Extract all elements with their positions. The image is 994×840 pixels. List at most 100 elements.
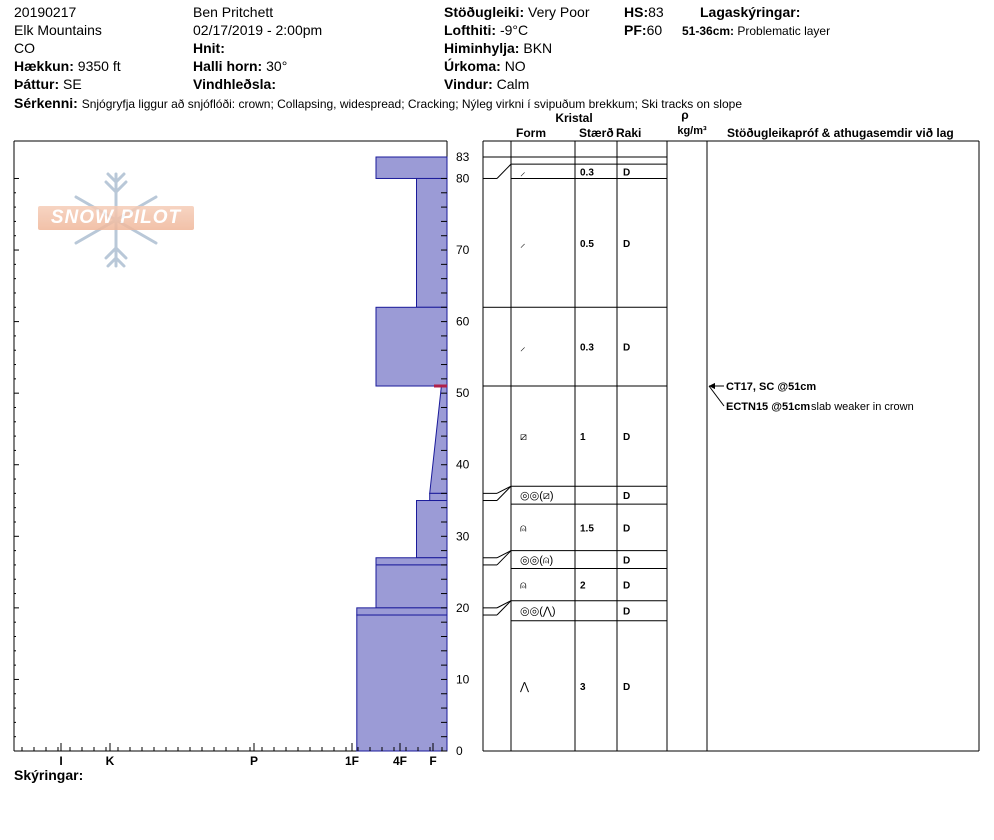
- depth-tick-label: 50: [456, 386, 470, 400]
- obs-date: 20190217: [14, 4, 77, 20]
- depth-tick-label: 30: [456, 529, 470, 543]
- moisture: D: [623, 607, 630, 618]
- moisture: D: [623, 581, 630, 592]
- depth-tick-label: 40: [456, 458, 470, 472]
- problem-layer-note: 51-36cm: Problematic layer: [682, 24, 831, 38]
- sky-cover: Himinhylja: BKN: [444, 40, 553, 56]
- hardness-layers: [356, 156, 448, 752]
- hardness-layer: [429, 385, 448, 494]
- coords: Hnit:: [193, 40, 225, 56]
- hardness-layer: [429, 492, 448, 502]
- grain-form: ◎◎(⍝): [520, 555, 553, 567]
- density-unit-header: kg/m³: [677, 125, 707, 137]
- hardness-layer: [356, 607, 448, 616]
- depth-tick-label: 70: [456, 243, 470, 257]
- snowpilot-logo: SNOW PILOT: [38, 206, 194, 230]
- depth-top-label: 83: [456, 150, 470, 164]
- crystal-header: Kristal: [555, 111, 592, 125]
- layer-rows: ⸝ 0.3 D ⸝ 0.5 D ⸝ 0.3 D ⧄ 1 D ◎◎(⧄) D ⍝ 1.5 D ◎◎(⍝) D ⍝ 2 D ◎◎…: [483, 156, 667, 752]
- grain-form: ⸝: [520, 166, 526, 178]
- state: CO: [14, 40, 35, 56]
- aspect: Þáttur: SE: [14, 76, 82, 92]
- moisture: D: [623, 167, 630, 178]
- size-header: Stærð: [579, 126, 614, 140]
- hardness-tick-label: F: [429, 754, 436, 768]
- moisture: D: [623, 491, 630, 502]
- test-pointer: [708, 385, 725, 407]
- moisture: D: [623, 523, 630, 534]
- depth-tick-label: 80: [456, 171, 470, 185]
- depth-connector: [496, 600, 512, 616]
- observer: Ben Pritchett: [193, 4, 274, 20]
- tests-header: Stöðugleikapróf & athugasemdir við lag: [727, 126, 954, 140]
- hardness-tick-label: P: [250, 754, 258, 768]
- hardness-layer: [375, 156, 448, 179]
- moisture: D: [623, 432, 630, 443]
- hardness-layer: [375, 557, 448, 566]
- hardness-axis: I K P 1F 4F F: [21, 743, 443, 768]
- grain-form: ⸝: [520, 238, 526, 250]
- elevation: Hækkun: 9350 ft: [14, 58, 121, 74]
- grain-size: 3: [580, 682, 586, 693]
- depth-tick-label: 0: [456, 744, 463, 758]
- grain-form: ⧄: [520, 431, 527, 443]
- features: Sérkenni: Snjógryfja liggur að snjóflóði…: [14, 95, 742, 111]
- moisture: D: [623, 682, 630, 693]
- hardness-tick-label: K: [106, 754, 115, 768]
- air-temp: Lofthiti: -9°C: [444, 22, 529, 38]
- depth-connector: [496, 485, 512, 501]
- depth-connector: [496, 163, 512, 179]
- depth-tick-label: 20: [456, 601, 470, 615]
- grain-size: 2: [580, 581, 586, 592]
- foot-penetration: PF:60: [624, 22, 663, 38]
- depth-axis: 0 10 20 30 40 50 60 70 80 83: [14, 150, 470, 758]
- hardness-layer: [416, 500, 448, 559]
- grain-form: ⍝: [520, 580, 527, 592]
- hardness-tick-label: 4F: [393, 754, 407, 768]
- wind-loading: Vindhleðsla:: [193, 76, 276, 92]
- test-note: slab weaker in crown: [811, 401, 914, 413]
- location: Elk Mountains: [14, 22, 102, 38]
- depth-tick-label: 10: [456, 672, 470, 686]
- hardness-tick-label: 1F: [345, 754, 359, 768]
- moisture: D: [623, 556, 630, 567]
- hardness-tick-label: I: [59, 754, 62, 768]
- depth-connector: [496, 550, 512, 566]
- grain-size: 0.5: [580, 239, 594, 250]
- moisture-header: Raki: [616, 126, 641, 140]
- slope-angle: Halli horn: 30°: [193, 58, 288, 74]
- snow-height: HS:83: [624, 4, 664, 20]
- wind: Vindur: Calm: [444, 76, 530, 92]
- form-header: Form: [516, 126, 546, 140]
- grain-form: ⍝: [520, 522, 527, 534]
- precipitation: Úrkoma: NO: [444, 58, 526, 74]
- test-arrowhead: [709, 383, 715, 390]
- grain-size: 1.5: [580, 523, 594, 534]
- grain-form: ⋀: [519, 681, 530, 693]
- obs-datetime: 02/17/2019 - 2:00pm: [193, 22, 323, 38]
- depth-connector: [496, 600, 512, 609]
- comments-label: Skýringar:: [14, 767, 84, 783]
- hardness-layer: [416, 177, 448, 308]
- hardness-layer: [375, 306, 448, 387]
- moisture: D: [623, 239, 630, 250]
- depth-tick-label: 60: [456, 315, 470, 329]
- layer-notes-label: Lagaskýringar:: [700, 4, 801, 20]
- grain-form: ◎◎(⧄): [520, 490, 554, 502]
- moisture: D: [623, 343, 630, 354]
- test-code: ECTN15 @51cm: [726, 401, 810, 413]
- depth-connector: [496, 550, 512, 559]
- grain-size: 0.3: [580, 167, 594, 178]
- rho-header: ρ: [681, 108, 688, 122]
- test-code: CT17, SC @51cm: [726, 381, 816, 393]
- hardness-layer: [356, 614, 448, 752]
- stability-tests: CT17, SC @51cm ECTN15 @51cm slab weaker in…: [708, 381, 914, 413]
- depth-connector: [496, 485, 512, 494]
- grain-form: ◎◎(⋀): [520, 606, 556, 618]
- grain-form: ⸝: [520, 342, 526, 354]
- grain-size: 1: [580, 432, 586, 443]
- grain-size: 0.3: [580, 343, 594, 354]
- stability: Stöðugleiki: Very Poor: [444, 4, 590, 20]
- hardness-layer: [375, 564, 448, 609]
